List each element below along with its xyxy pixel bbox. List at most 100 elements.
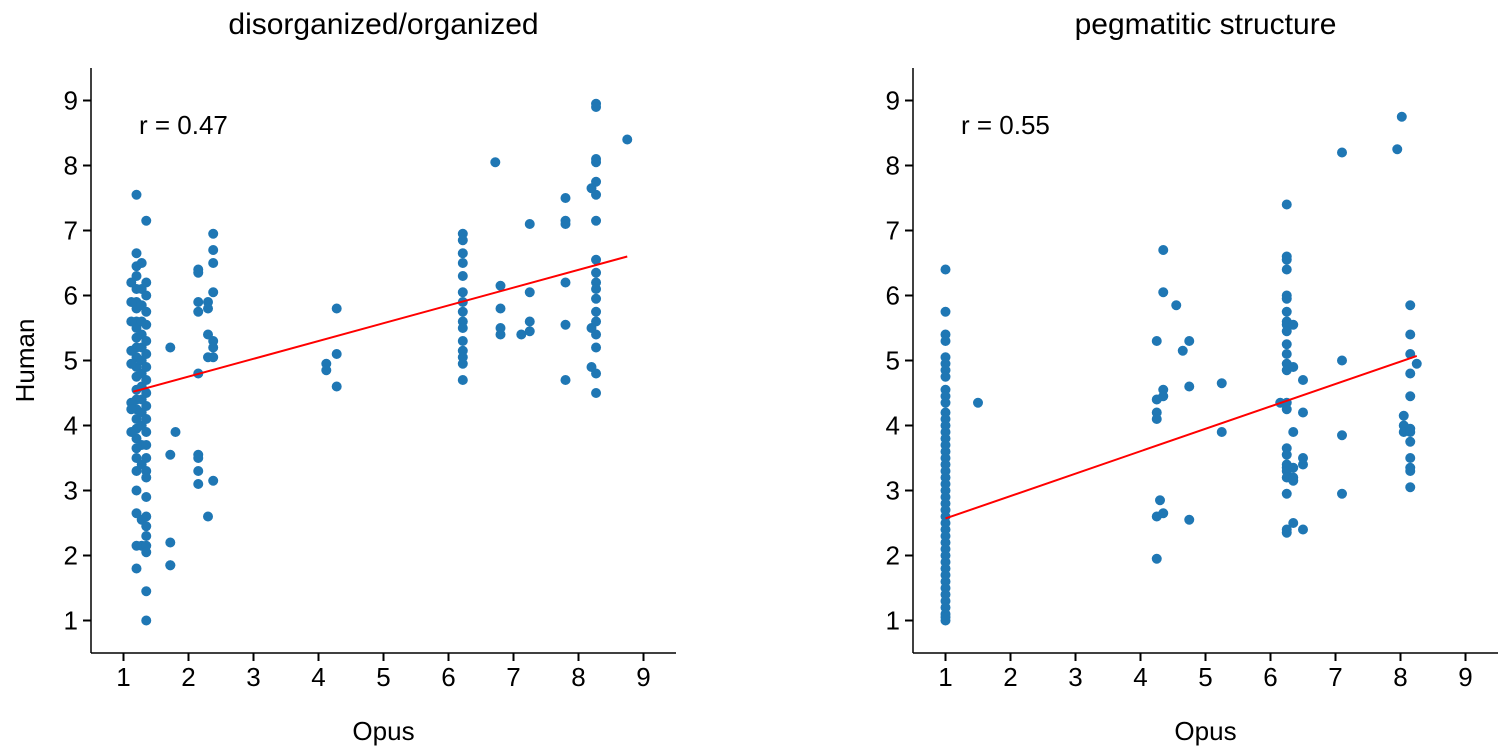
- data-point: [193, 306, 204, 317]
- data-point: [1405, 368, 1416, 379]
- data-point: [591, 316, 602, 327]
- data-point: [193, 267, 204, 278]
- data-point: [1151, 553, 1162, 564]
- data-point: [141, 472, 152, 483]
- y-tick-label: 4: [886, 411, 900, 441]
- data-point: [1184, 514, 1195, 525]
- x-tick-label: 2: [1003, 662, 1017, 692]
- data-point: [560, 219, 571, 229]
- data-point: [141, 375, 152, 385]
- data-point: [940, 306, 951, 317]
- chart-panel-2: pegmatitic structure 1 2 3 4 5 6 7 8 9 1 2 3 4 5 6 7 8 9 Op…: [886, 8, 1498, 746]
- x-tick-label: 9: [1458, 662, 1472, 692]
- data-point: [1405, 391, 1416, 402]
- data-point: [1298, 459, 1308, 470]
- data-point: [165, 560, 176, 571]
- y-tick-label: 8: [64, 151, 78, 181]
- data-point: [591, 368, 602, 379]
- data-point: [1337, 488, 1347, 499]
- data-point: [193, 466, 204, 476]
- data-point: [141, 440, 152, 450]
- data-point: [591, 102, 602, 112]
- x-tick-label: 3: [246, 662, 260, 692]
- x-axis-label: Opus: [1174, 716, 1236, 746]
- data-point: [560, 193, 571, 203]
- y-tick-label: 3: [64, 476, 78, 506]
- data-point: [1158, 508, 1169, 519]
- data-point: [141, 615, 152, 626]
- data-point: [126, 277, 137, 288]
- data-point: [1155, 495, 1165, 506]
- data-point: [591, 176, 602, 187]
- data-point: [1281, 527, 1292, 538]
- data-point: [495, 280, 506, 291]
- x-tick-label: 5: [376, 662, 390, 692]
- data-point: [165, 449, 176, 460]
- x-tick-label: 7: [506, 662, 520, 692]
- data-point: [457, 258, 468, 268]
- data-point: [591, 342, 602, 353]
- data-point: [1298, 407, 1308, 418]
- data-point: [1337, 430, 1347, 441]
- x-tick-label: 8: [571, 662, 585, 692]
- data-point: [208, 352, 219, 363]
- data-point: [560, 277, 571, 288]
- data-point: [131, 248, 142, 259]
- data-point: [524, 287, 535, 298]
- correlation-annotation: r = 0.55: [961, 110, 1050, 140]
- data-point: [1281, 199, 1292, 210]
- y-tick-label: 9: [886, 86, 900, 116]
- data-point: [1216, 378, 1227, 389]
- y-tick-label: 5: [64, 346, 78, 376]
- data-point: [591, 157, 602, 168]
- data-point: [524, 316, 535, 327]
- data-point: [126, 345, 137, 356]
- x-tick-label: 3: [1068, 662, 1082, 692]
- data-point: [457, 358, 468, 369]
- data-point: [203, 303, 213, 314]
- data-point: [591, 284, 602, 294]
- data-point: [141, 511, 152, 522]
- y-tick-label: 2: [64, 541, 78, 571]
- data-point: [1158, 287, 1169, 298]
- data-point: [1405, 427, 1416, 437]
- data-point: [1405, 300, 1416, 311]
- data-point: [141, 319, 152, 330]
- data-point: [1396, 111, 1407, 122]
- data-point: [457, 323, 468, 333]
- data-point: [141, 453, 152, 463]
- data-point: [1288, 319, 1299, 330]
- data-point: [591, 267, 602, 278]
- data-point: [208, 342, 219, 353]
- y-tick-label: 5: [886, 346, 900, 376]
- data-point: [331, 381, 342, 392]
- y-tick-label: 7: [64, 216, 78, 246]
- y-tick-label: 3: [886, 476, 900, 506]
- data-point: [591, 189, 602, 200]
- data-point: [131, 485, 142, 496]
- data-point: [1151, 336, 1162, 346]
- data-point: [193, 297, 204, 307]
- x-tick-label: 8: [1393, 662, 1407, 692]
- x-tick-label: 2: [181, 662, 195, 692]
- data-point: [457, 306, 468, 317]
- y-tick-label: 7: [886, 216, 900, 246]
- data-point: [141, 306, 152, 317]
- y-tick-label: 2: [886, 541, 900, 571]
- data-point: [1405, 453, 1416, 463]
- data-point: [126, 297, 137, 307]
- data-point: [141, 547, 152, 558]
- chart-panel-1: disorganized/organized 1 2 3 4 5 6 7 8 9 1 2 3 4 5 6 7 8 9…: [10, 8, 676, 746]
- x-tick-label: 7: [1328, 662, 1342, 692]
- data-point: [1171, 300, 1182, 311]
- data-point: [1405, 436, 1416, 447]
- data-point: [457, 375, 468, 385]
- data-point: [331, 349, 342, 359]
- x-tick-label: 5: [1198, 662, 1212, 692]
- data-point: [1281, 254, 1292, 265]
- data-point: [1337, 355, 1347, 366]
- data-point: [1281, 339, 1292, 350]
- data-point: [457, 287, 468, 298]
- data-point: [126, 404, 137, 415]
- data-point: [457, 235, 468, 246]
